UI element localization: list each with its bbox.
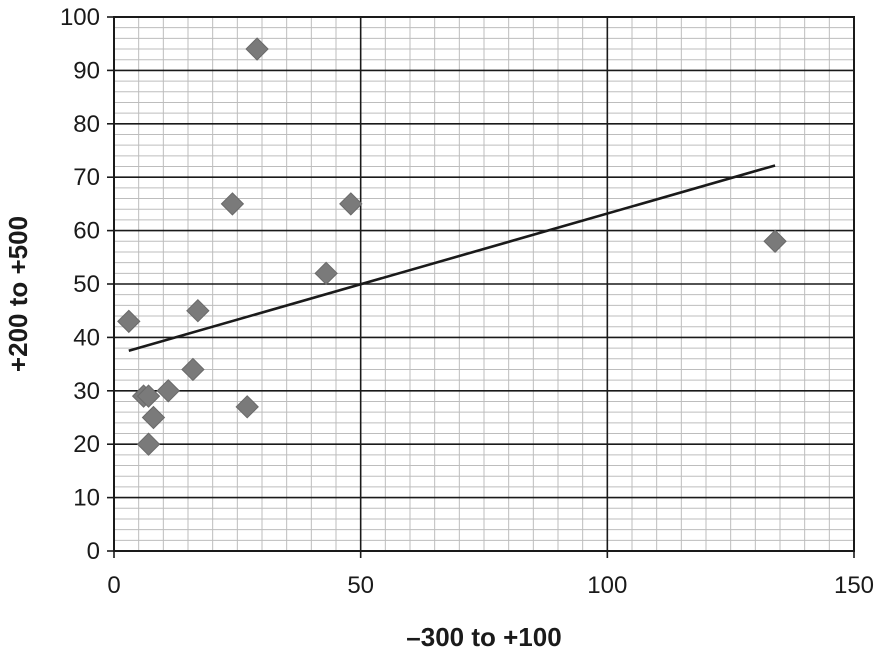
data-point-marker (136, 432, 161, 456)
data-point-marker (181, 357, 205, 382)
y-tick-label: 40 (73, 324, 100, 351)
data-point-marker (117, 309, 141, 334)
x-tick-label: 100 (587, 572, 627, 599)
data-point-marker (339, 192, 363, 216)
y-tick-labels: 0 10 20 30 40 50 60 70 80 90 100 (60, 4, 114, 565)
trendline-group (128, 164, 776, 352)
x-tick-label: 150 (834, 572, 874, 599)
y-tick-label: 60 (73, 218, 100, 245)
y-tick-label: 50 (73, 271, 100, 298)
data-point-marker (156, 379, 180, 403)
y-axis-title: +200 to +500 (3, 216, 33, 372)
x-axis-title: –300 to +100 (406, 622, 561, 652)
data-point-marker (186, 298, 210, 323)
y-tick-label: 20 (73, 431, 100, 458)
x-tick-label: 50 (347, 572, 374, 599)
y-tick-label: 90 (73, 57, 100, 84)
y-tick-label: 100 (60, 4, 100, 31)
y-tick-label: 30 (73, 378, 100, 405)
data-point-marker (314, 261, 338, 286)
major-gridlines (114, 17, 854, 551)
y-tick-label: 80 (73, 111, 100, 138)
data-point-marker (220, 192, 245, 216)
data-point-marker (136, 384, 161, 408)
data-point-marker (245, 37, 269, 61)
x-tick-label: 0 (107, 572, 120, 599)
data-point-marker (235, 395, 259, 419)
data-point-marker (763, 229, 787, 253)
data-point-marker (141, 405, 166, 430)
x-tick-labels: 0 50 100 150 (107, 551, 874, 599)
y-tick-label: 70 (73, 164, 100, 191)
data-points (117, 37, 787, 456)
y-tick-label: 10 (73, 485, 100, 512)
trendline (128, 164, 776, 352)
y-tick-label: 0 (87, 538, 100, 565)
